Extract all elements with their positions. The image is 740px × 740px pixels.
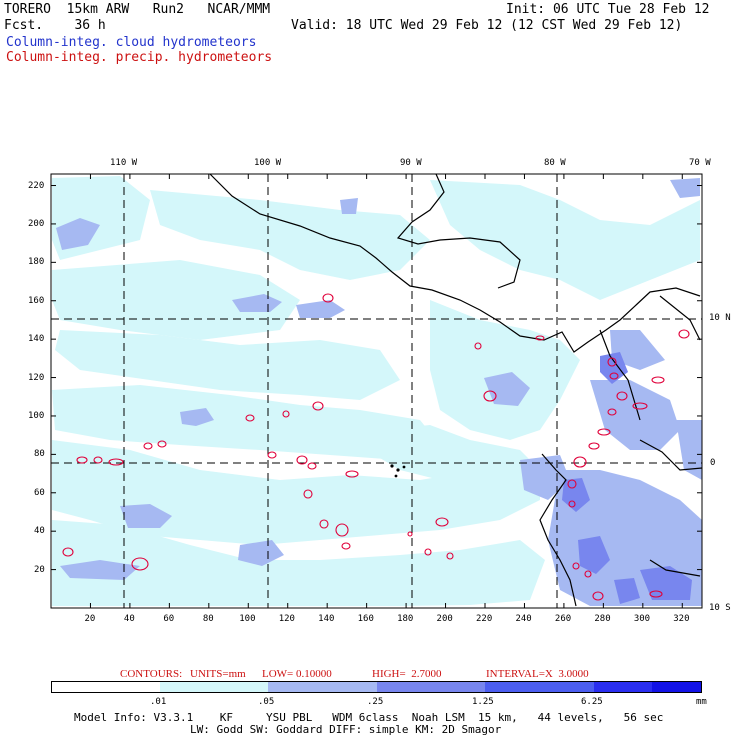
color-bar-segment	[52, 682, 161, 692]
contour-low: LOW= 0.10000	[262, 668, 332, 680]
forecast-hour: Fcst. 36 h	[4, 18, 106, 33]
color-bar-segment	[377, 682, 486, 692]
lon-label-80w: 80 W	[544, 158, 566, 168]
contour-units: UNITS=mm	[190, 668, 246, 680]
contour-interval: INTERVAL=X 3.0000	[486, 668, 589, 680]
contour-prefix: CONTOURS:	[120, 668, 183, 680]
x-tick-label: 180	[397, 614, 414, 624]
y-tick-label: 180	[28, 257, 45, 268]
color-bar-label: 6.25	[581, 697, 603, 707]
coastlines	[209, 173, 703, 607]
graticule	[51, 174, 702, 608]
lon-label-110w: 110 W	[110, 158, 138, 168]
y-tick-label: 200	[28, 218, 45, 229]
x-tick-label: 300	[633, 614, 651, 624]
y-tick-label: 100	[28, 410, 45, 421]
color-bar-segment	[268, 682, 378, 692]
color-bar-unit: mm	[696, 697, 707, 707]
model-info: Model Info: V3.3.1 KF YSU PBL WDM 6class…	[74, 711, 664, 724]
color-bar-label: 1.25	[472, 697, 494, 707]
x-tick-label: 40	[123, 614, 135, 624]
x-tick-label: 200	[436, 614, 453, 624]
x-tick-label: 240	[515, 614, 532, 624]
color-bar-segment	[160, 682, 269, 692]
axis-ticks	[51, 174, 702, 608]
lat-label-10n: 10 N	[709, 313, 731, 323]
x-tick-label: 120	[278, 614, 295, 624]
y-tick-label: 220	[28, 180, 45, 191]
color-bar-segment	[594, 682, 652, 692]
y-tick-label: 40	[34, 526, 45, 537]
precip-contours	[62, 293, 690, 601]
y-tick-label: 80	[34, 449, 45, 460]
color-bar	[51, 681, 702, 693]
valid-time: Valid: 18 UTC Wed 29 Feb 12 (12 CST Wed …	[291, 18, 683, 33]
lon-label-100w: 100 W	[254, 158, 282, 168]
x-tick-label: 80	[202, 614, 214, 624]
x-tick-label: 320	[673, 614, 690, 624]
init-time: Init: 06 UTC Tue 28 Feb 12	[506, 2, 710, 17]
model-physics: LW: Godd SW: Goddard DIFF: simple KM: 2D…	[190, 723, 502, 736]
x-tick-label: 280	[594, 614, 611, 624]
x-tick-label: 100	[239, 614, 256, 624]
color-bar-label: .25	[367, 697, 384, 707]
x-tick-label: 160	[357, 614, 374, 624]
y-tick-label: 60	[34, 487, 45, 498]
y-tick-label: 160	[28, 295, 45, 306]
map-frame	[50, 173, 703, 609]
lon-label-70w: 70 W	[689, 158, 711, 168]
lat-label-10s: 10 S	[709, 603, 731, 613]
color-bar-segment	[652, 682, 701, 692]
x-tick-label: 60	[163, 614, 175, 624]
color-bar-label: .01	[150, 697, 167, 707]
x-tick-label: 20	[84, 614, 96, 624]
islands	[390, 464, 406, 478]
lon-label-90w: 90 W	[400, 158, 422, 168]
cloud-field	[52, 176, 702, 606]
y-tick-label: 20	[34, 564, 45, 575]
y-tick-label: 140	[28, 334, 45, 345]
lat-label-0: 0	[710, 458, 716, 468]
x-tick-label: 220	[476, 614, 493, 624]
contour-high: HIGH= 2.7000	[372, 668, 442, 680]
color-bar-segment	[485, 682, 595, 692]
x-tick-label: 260	[554, 614, 572, 624]
field-label-cloud: Column-integ. cloud hydrometeors	[6, 35, 257, 50]
y-tick-label: 120	[28, 372, 45, 383]
field-label-precip: Column-integ. precip. hydrometeors	[6, 50, 273, 65]
model-title: TORERO 15km ARW Run2 NCAR/MMM	[4, 2, 271, 17]
color-bar-label: .05	[258, 697, 275, 707]
x-tick-label: 140	[318, 614, 335, 624]
